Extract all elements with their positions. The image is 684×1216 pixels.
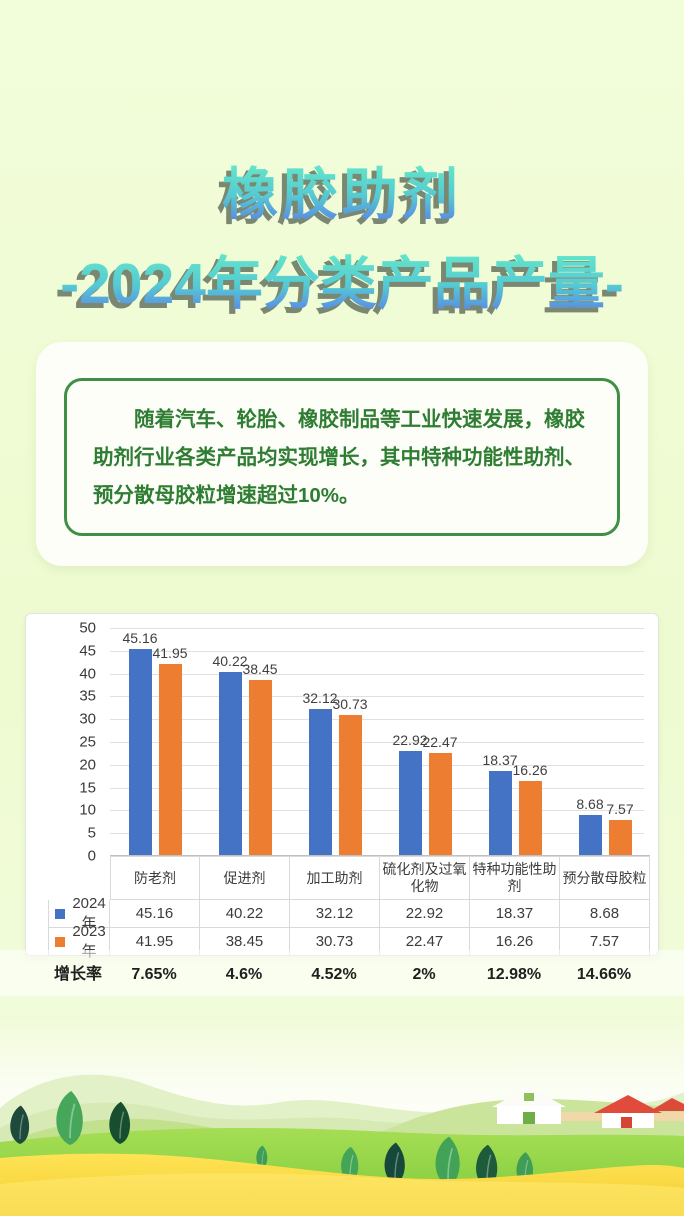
chart-data-table: 防老剂 促进剂 加工助剂 硫化剂及过氧化物 特种功能性助剂 预分散母胶粒 2024年 45.1… — [48, 856, 650, 960]
bar-value-label: 38.45 — [242, 660, 278, 677]
legend-swatch-2023年 — [55, 936, 65, 947]
table-value-cell: 8.68 — [560, 900, 650, 928]
bar-2024年 — [308, 708, 332, 855]
bar-2024年 — [128, 649, 152, 855]
title-line-1: 橡胶助剂 橡胶助剂 — [0, 163, 684, 229]
y-tick-label: 10 — [79, 801, 96, 819]
bar-2023年 — [248, 679, 272, 855]
category-cell: 特种功能性助剂 — [470, 856, 560, 900]
title-line-2: -2024年分类产品产量- -2024年分类产品产量- — [0, 251, 684, 319]
bar-value-label: 22.92 — [392, 731, 428, 748]
y-tick-label: 40 — [79, 665, 96, 683]
bar-value-label: 7.57 — [606, 801, 634, 818]
yellow-field-highlight — [0, 1173, 684, 1216]
bar-value-label: 45.16 — [122, 630, 158, 647]
gridline — [110, 810, 644, 812]
bar-value-label: 41.95 — [152, 644, 188, 661]
farm-houses — [492, 1087, 684, 1128]
bar-2023年 — [608, 820, 632, 855]
title-line-2-shadow: -2024年分类产品产量- — [0, 259, 679, 320]
title-line-1-shadow: 橡胶助剂 — [0, 170, 679, 230]
y-axis: 0 5 10 15 20 25 30 35 40 45 50 — [26, 620, 102, 865]
gridline — [110, 833, 644, 835]
bar-2023年 — [158, 663, 182, 855]
legend-swatch-2024年 — [55, 908, 65, 919]
y-tick-label: 0 — [87, 847, 96, 865]
table-value-cell: 32.12 — [290, 900, 380, 928]
bar-value-label: 40.22 — [212, 652, 248, 669]
bar-chart-plot: 45.16 40.22 32.12 22.92 18.37 8.68 41.95 38.45 3… — [110, 628, 650, 856]
legend-label: 2024年 — [72, 894, 106, 932]
y-tick-label: 50 — [79, 619, 96, 637]
bar-value-label: 18.37 — [482, 752, 518, 769]
bar-value-label: 32.12 — [302, 689, 338, 706]
gridline — [110, 673, 644, 675]
bar-2023年 — [518, 780, 542, 855]
bar-2023年 — [428, 752, 452, 855]
bar-2024年 — [578, 815, 602, 855]
growth-rate-label: 增长率 — [53, 966, 102, 983]
y-tick-label: 5 — [87, 824, 96, 842]
growth-rate-value: 7.65% — [131, 966, 177, 983]
legend-cell-2024年: 2024年 — [48, 895, 110, 932]
growth-rate-value: 14.66% — [576, 966, 632, 983]
table-value-cell: 18.37 — [470, 900, 560, 928]
growth-rate-row: 增长率 7.65% 4.6% 4.52% 2% 12.98% 14.66% — [47, 962, 649, 988]
gridline — [110, 628, 644, 629]
bar-2024年 — [218, 671, 242, 855]
bar-2024年 — [488, 771, 512, 855]
growth-rate-value: 4.52% — [311, 966, 357, 983]
bar-value-label: 22.47 — [422, 733, 458, 750]
bar-value-label: 8.68 — [576, 796, 604, 813]
y-tick-label: 25 — [79, 733, 96, 751]
title-line-2-text: -2024年分类产品产量- — [60, 251, 624, 316]
gridline — [110, 696, 644, 698]
landscape-illustration — [0, 1016, 684, 1216]
category-cell: 预分散母胶粒 — [560, 856, 650, 900]
gridline — [110, 764, 644, 766]
gridline — [110, 742, 644, 743]
growth-rate-value: 12.98% — [486, 966, 542, 983]
table-value-cell: 40.22 — [200, 900, 290, 928]
chart-card: 0 5 10 15 20 25 30 35 40 45 50 45.16 40.22 32.12 22.9… — [25, 613, 659, 960]
y-tick-label: 30 — [79, 710, 96, 728]
summary-text-box: 随着汽车、轮胎、橡胶制品等工业快速发展，橡胶助剂行业各类产品均实现增长，其中特种… — [64, 378, 620, 536]
table-corner-cell — [48, 856, 110, 900]
title-line-1-text: 橡胶助剂 — [222, 163, 462, 226]
bar-value-label: 16.26 — [512, 761, 548, 778]
summary-text: 随着汽车、轮胎、橡胶制品等工业快速发展，橡胶助剂行业各类产品均实现增长，其中特种… — [93, 408, 585, 507]
table-value-cell: 22.92 — [380, 900, 470, 928]
y-tick-label: 20 — [79, 756, 96, 774]
page-title: 橡胶助剂 橡胶助剂 -2024年分类产品产量- -2024年分类产品产量- — [0, 163, 684, 319]
gridline — [110, 719, 644, 721]
category-cell: 防老剂 — [110, 856, 200, 900]
bar-2024年 — [398, 750, 422, 855]
gridline — [110, 650, 644, 652]
summary-card: 随着汽车、轮胎、橡胶制品等工业快速发展，橡胶助剂行业各类产品均实现增长，其中特种… — [36, 342, 648, 566]
y-tick-label: 45 — [79, 642, 96, 660]
table-value-cell: 45.16 — [110, 900, 200, 928]
category-cell: 硫化剂及过氧化物 — [380, 856, 470, 900]
category-cell: 促进剂 — [200, 856, 290, 900]
gridline — [110, 787, 644, 789]
bar-value-label: 30.73 — [332, 695, 368, 712]
bar-2023年 — [338, 714, 362, 855]
growth-rate-band — [0, 950, 684, 996]
growth-rate-value: 2% — [412, 966, 436, 983]
category-cell: 加工助剂 — [290, 856, 380, 900]
growth-rate-value: 4.6% — [225, 966, 263, 983]
y-tick-label: 15 — [79, 779, 96, 797]
y-tick-label: 35 — [79, 687, 96, 705]
